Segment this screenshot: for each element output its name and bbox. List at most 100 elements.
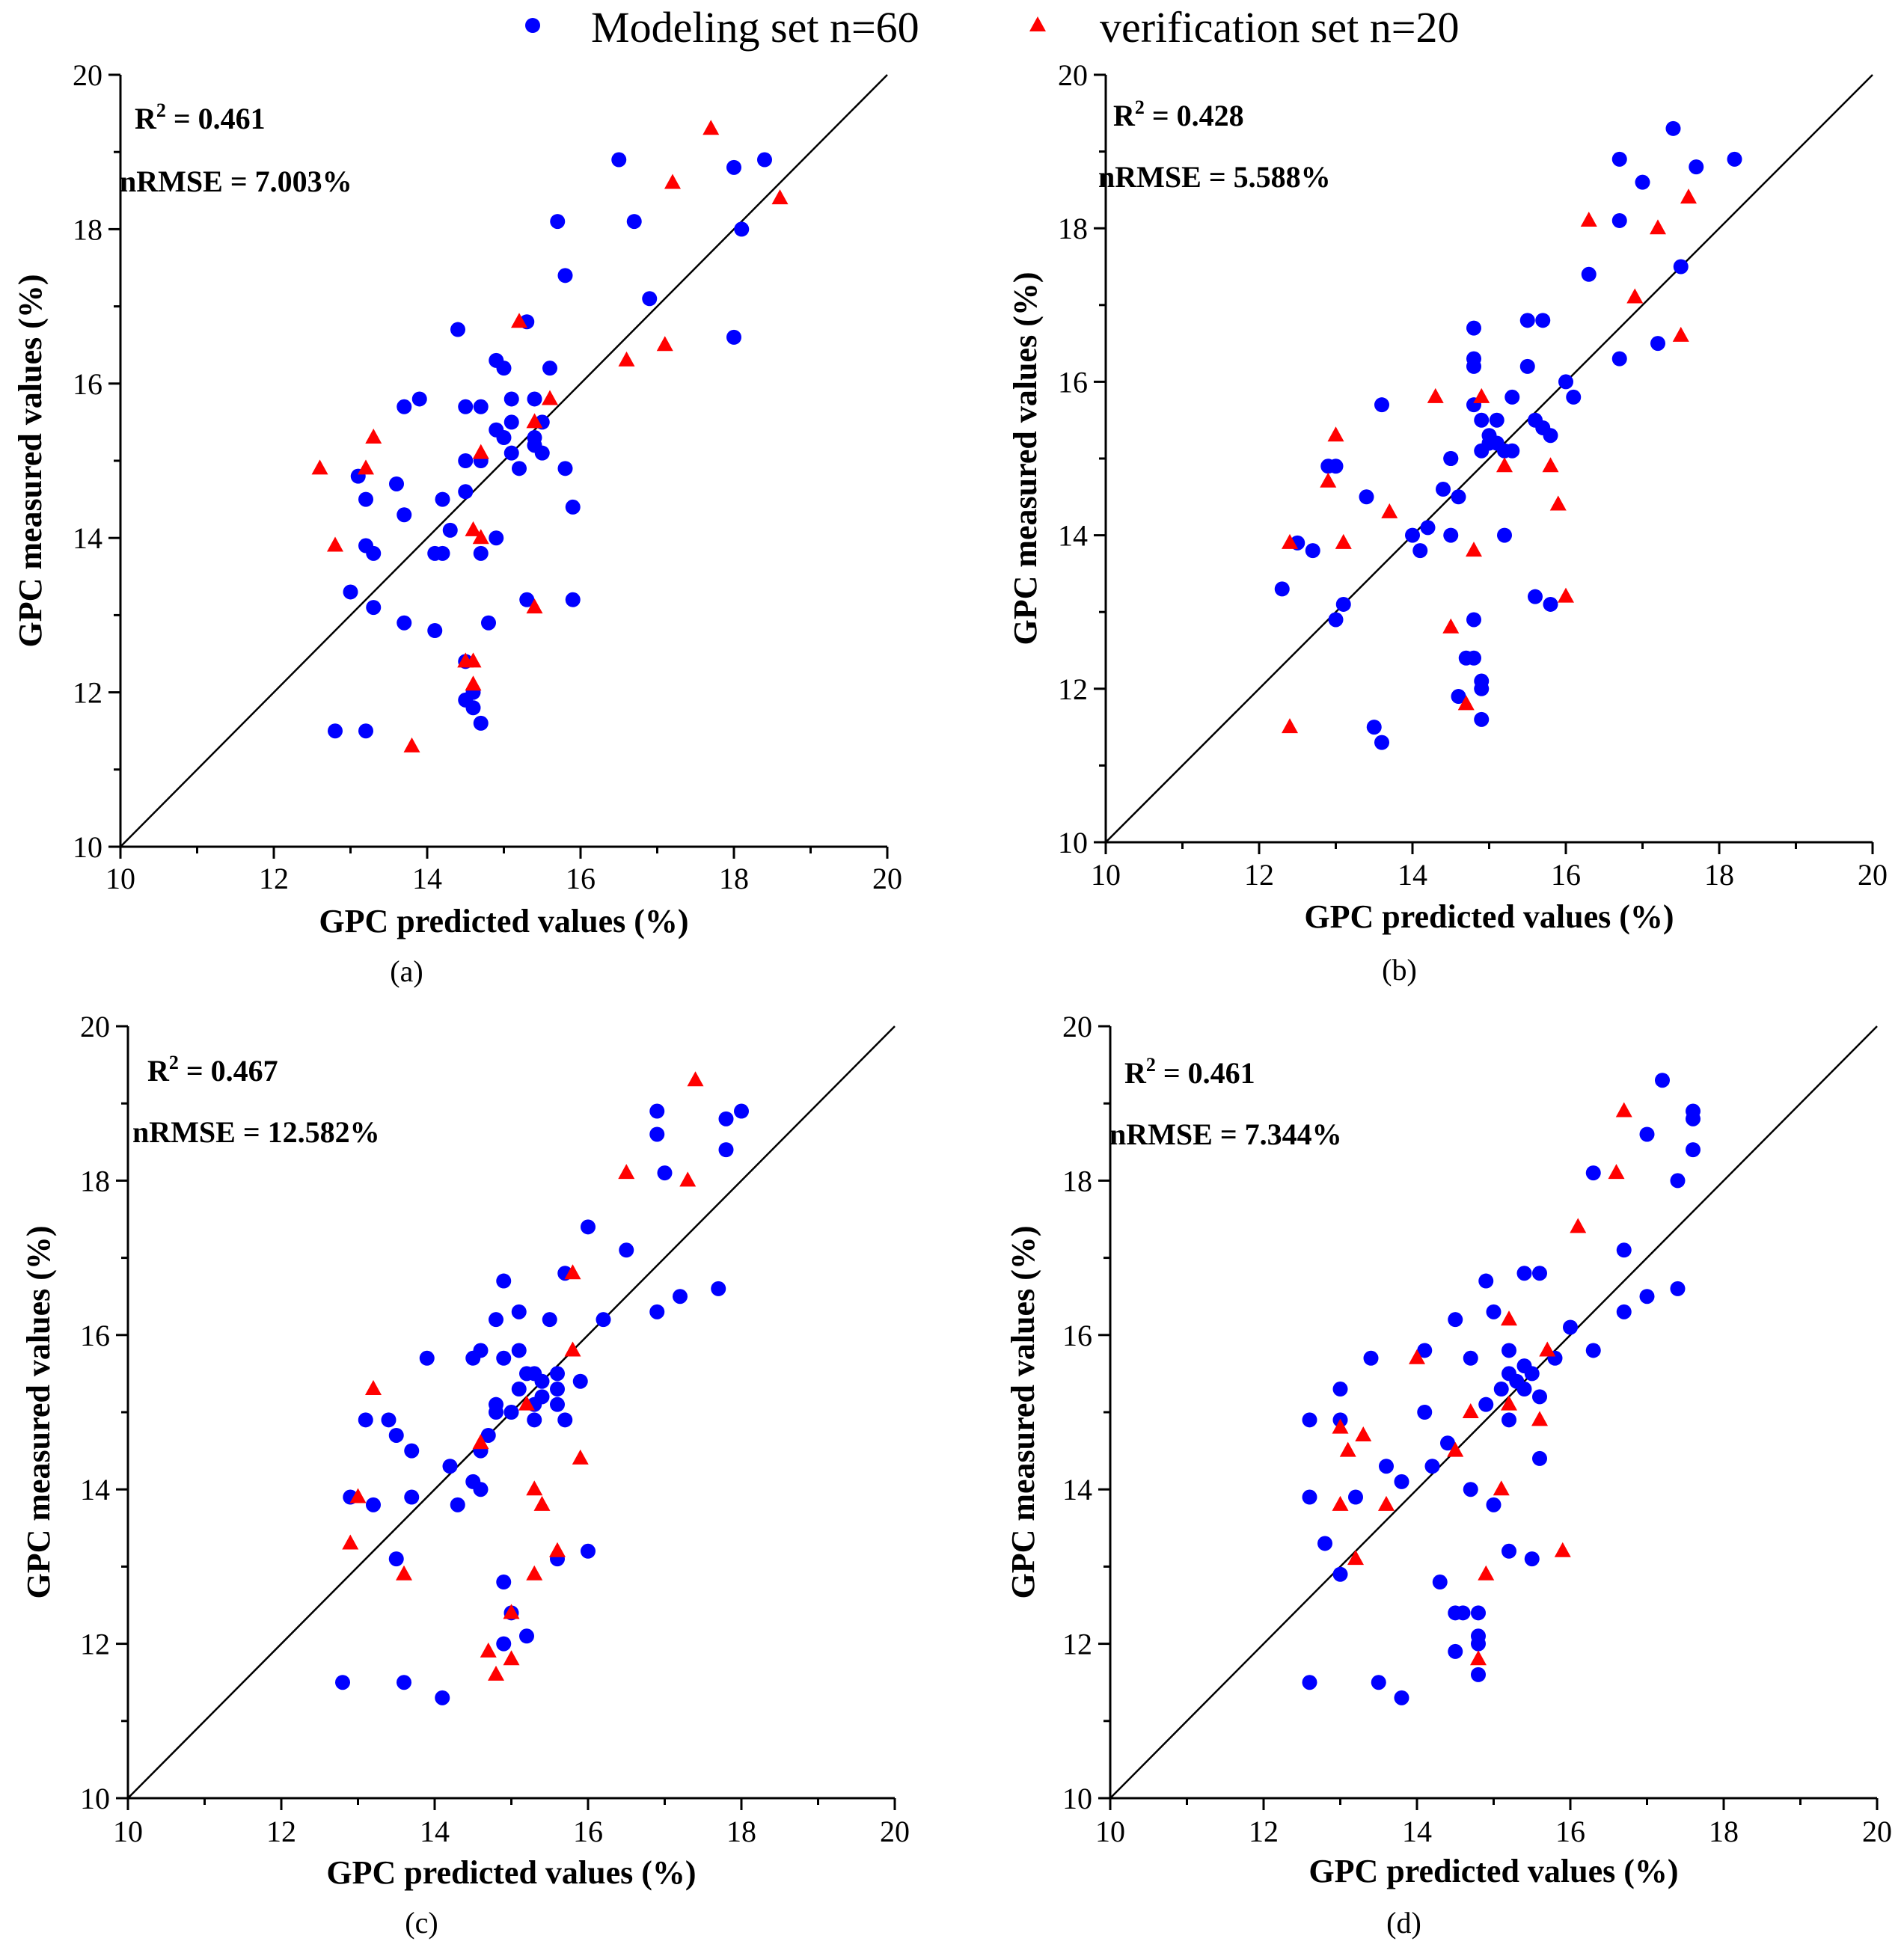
- modeling-point: [1502, 1543, 1516, 1559]
- r2-superscript: 2: [169, 1052, 179, 1073]
- modeling-point: [511, 1304, 527, 1319]
- modeling-point: [404, 1443, 420, 1459]
- modeling-point: [1317, 1536, 1332, 1551]
- x-tick-label: 10: [113, 1815, 143, 1848]
- modeling-point: [435, 1690, 450, 1705]
- modeling-point: [1466, 612, 1481, 628]
- modeling-point: [427, 545, 443, 561]
- modeling-point: [496, 430, 512, 446]
- modeling-point: [1332, 1382, 1348, 1397]
- modeling-point: [734, 1103, 749, 1119]
- modeling-point: [465, 700, 481, 716]
- y-axis-title: GPC measured values (%): [12, 274, 49, 647]
- y-tick-label: 16: [1058, 365, 1088, 399]
- modeling-point: [1727, 151, 1742, 167]
- verification-point: [1470, 1650, 1487, 1666]
- modeling-point: [718, 1111, 734, 1126]
- modeling-point: [565, 499, 581, 515]
- modeling-point: [503, 445, 519, 461]
- modeling-point: [649, 1304, 665, 1319]
- modeling-point: [1471, 1667, 1486, 1682]
- y-tick-label: 14: [1058, 519, 1088, 553]
- modeling-point: [389, 476, 404, 491]
- modeling-point: [489, 530, 504, 546]
- x-tick-label: 12: [1244, 858, 1274, 892]
- x-tick-label: 18: [726, 1815, 756, 1848]
- modeling-point: [358, 1412, 373, 1428]
- modeling-point: [411, 391, 427, 407]
- x-tick-label: 20: [872, 862, 902, 895]
- x-axis-title: GPC predicted values (%): [326, 1854, 696, 1891]
- modeling-point: [1305, 543, 1320, 559]
- verification-point: [702, 120, 720, 135]
- r2-value: = 0.461: [166, 102, 266, 135]
- y-tick-label: 12: [1058, 672, 1088, 706]
- y-tick-label: 18: [80, 1164, 110, 1198]
- modeling-point: [1481, 435, 1497, 451]
- modeling-point: [1302, 1412, 1317, 1428]
- modeling-point: [511, 1382, 527, 1397]
- modeling-point: [1686, 1142, 1701, 1158]
- x-tick-label: 16: [1551, 858, 1581, 892]
- modeling-point: [519, 1628, 534, 1644]
- modeling-point: [1443, 451, 1459, 466]
- modeling-point: [328, 723, 343, 739]
- modeling-point: [1417, 1343, 1433, 1358]
- modeling-point: [397, 1675, 411, 1690]
- modeling-point: [1379, 1459, 1394, 1474]
- verification-point: [679, 1171, 697, 1187]
- nrmse-text: nRMSE = 5.588%: [1098, 160, 1331, 194]
- modeling-point: [1486, 1304, 1502, 1319]
- panel-caption: (d): [1386, 1906, 1421, 1940]
- verification-point: [311, 459, 328, 475]
- r2-value: = 0.428: [1145, 99, 1244, 132]
- x-axis-title: GPC predicted values (%): [1308, 1853, 1678, 1889]
- modeling-point: [581, 1543, 596, 1559]
- modeling-point: [335, 1675, 350, 1690]
- modeling-point: [1585, 1343, 1601, 1358]
- modeling-point: [534, 445, 550, 461]
- verification-point: [327, 536, 343, 552]
- modeling-point: [1504, 443, 1520, 459]
- modeling-point: [1532, 1389, 1547, 1405]
- verification-point: [1626, 288, 1644, 304]
- verification-point: [1473, 387, 1490, 403]
- x-tick-label: 20: [1858, 858, 1888, 892]
- modeling-point: [550, 1382, 565, 1397]
- modeling-point: [419, 1350, 435, 1366]
- y-tick-label: 12: [1062, 1628, 1092, 1661]
- verification-point: [618, 1164, 635, 1180]
- y-tick-label: 20: [1062, 1010, 1092, 1043]
- modeling-point: [496, 361, 512, 376]
- r2-symbol: R: [1113, 99, 1136, 132]
- verification-point: [503, 1604, 520, 1619]
- y-tick-label: 12: [73, 676, 102, 710]
- modeling-point: [1543, 428, 1558, 444]
- modeling-point: [1328, 459, 1344, 474]
- verification-point: [472, 529, 489, 545]
- y-tick-label: 10: [1062, 1782, 1092, 1815]
- verification-point: [1580, 211, 1597, 227]
- y-tick-label: 14: [73, 521, 102, 555]
- modeling-point: [1535, 313, 1551, 328]
- modeling-point: [397, 399, 412, 414]
- modeling-point: [619, 1242, 634, 1258]
- modeling-point: [397, 615, 412, 631]
- x-tick-label: 14: [420, 1815, 450, 1848]
- r2-superscript: 2: [1135, 96, 1145, 118]
- verification-point: [664, 174, 681, 189]
- modeling-point: [1532, 1266, 1547, 1281]
- x-tick-label: 20: [880, 1815, 910, 1848]
- modeling-point: [726, 329, 741, 345]
- x-tick-label: 10: [1091, 858, 1121, 892]
- modeling-point: [496, 1575, 512, 1590]
- modeling-point: [642, 291, 658, 307]
- modeling-point: [1611, 351, 1627, 367]
- verification-point: [365, 1380, 382, 1396]
- verification-point: [564, 1264, 581, 1280]
- verification-point: [1496, 457, 1513, 473]
- modeling-point: [1532, 1450, 1547, 1466]
- modeling-point: [473, 399, 489, 414]
